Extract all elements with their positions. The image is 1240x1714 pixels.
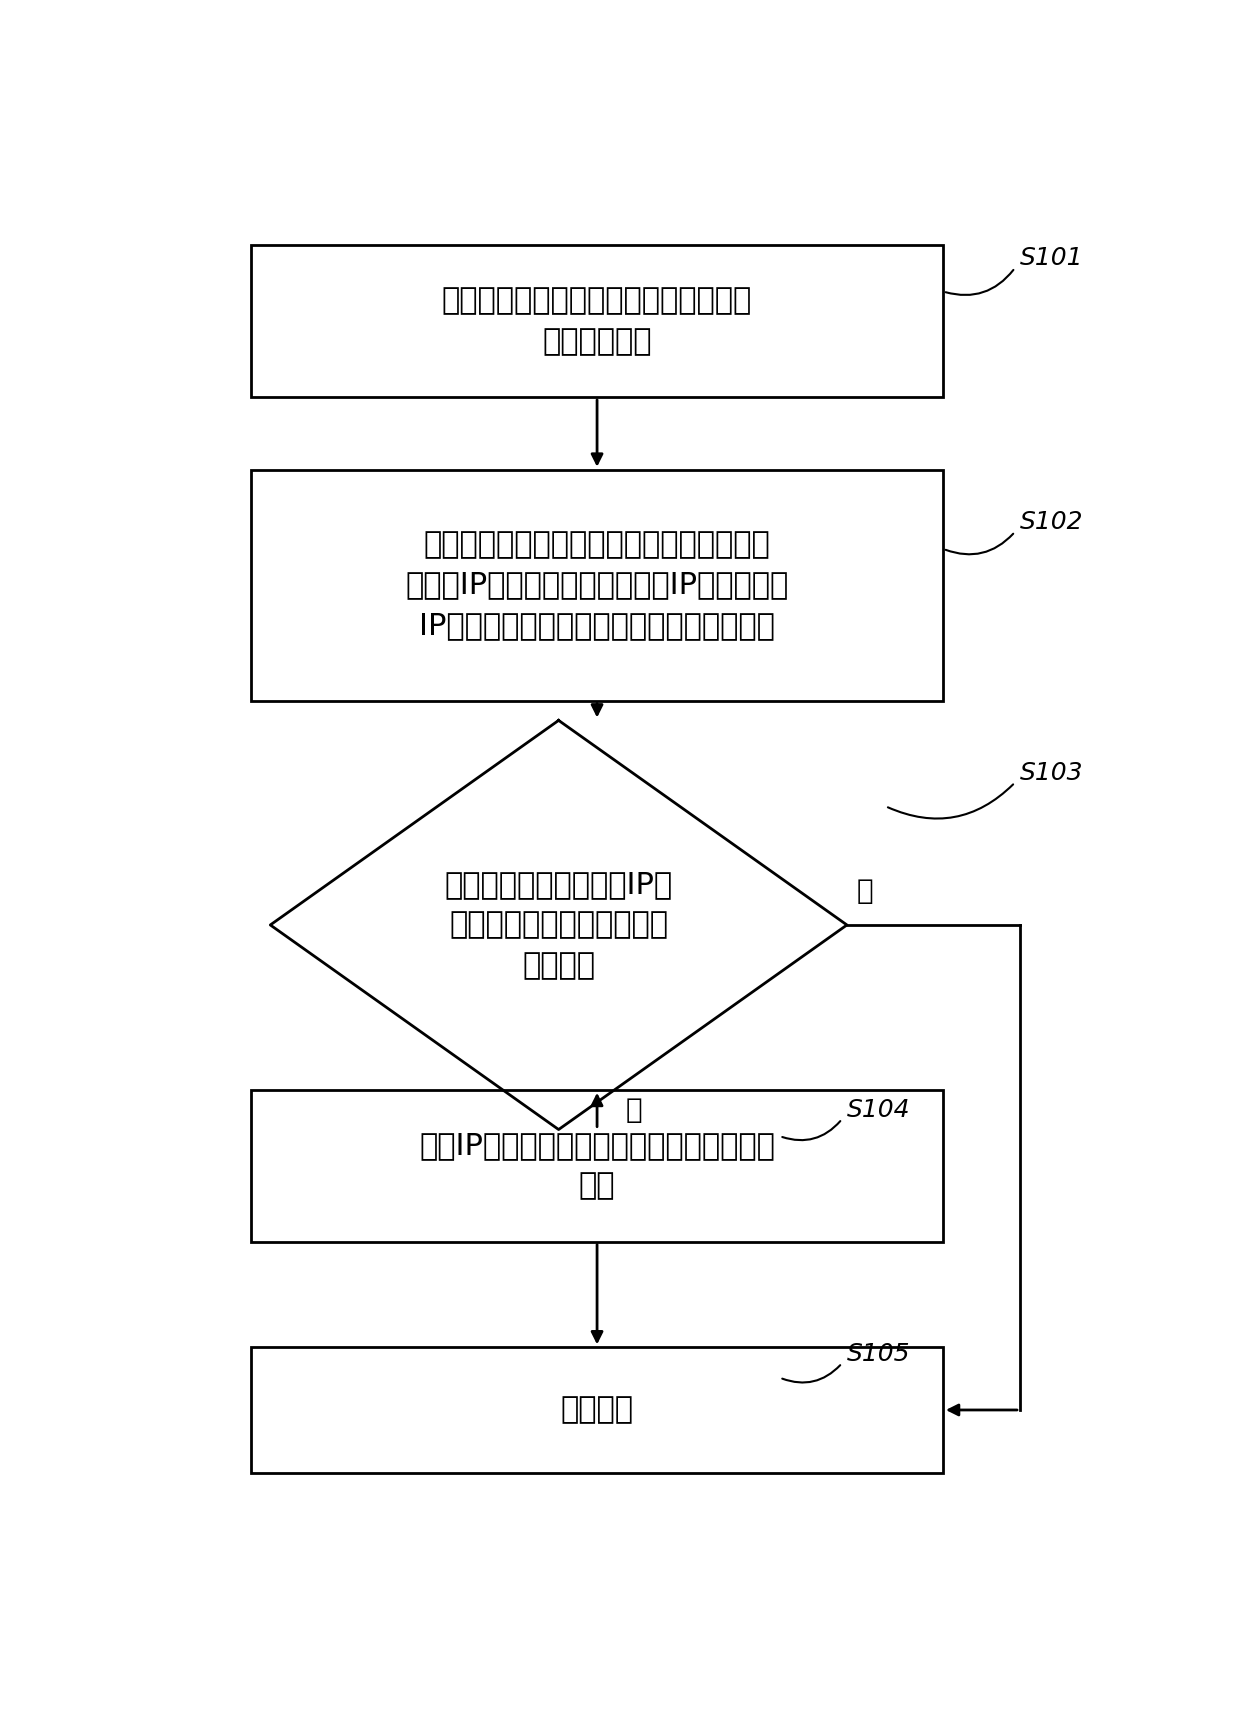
Text: S102: S102 bbox=[1019, 511, 1084, 535]
Text: 获取设定时间内网络中各待检测主机的
邮件流量信息: 获取设定时间内网络中各待检测主机的 邮件流量信息 bbox=[441, 286, 753, 357]
Text: S103: S103 bbox=[1019, 761, 1084, 785]
Text: 依次判断计算出的每个IP地
址的可能性度量值是否大于
第四阈值: 依次判断计算出的每个IP地 址的可能性度量值是否大于 第四阈值 bbox=[445, 871, 672, 980]
Text: 将该IP地址所对应的待检测主机确定为僵尸
主机: 将该IP地址所对应的待检测主机确定为僵尸 主机 bbox=[419, 1131, 775, 1200]
Text: S101: S101 bbox=[1019, 247, 1084, 271]
Text: S104: S104 bbox=[847, 1097, 910, 1121]
Text: 是: 是 bbox=[626, 1095, 642, 1124]
Polygon shape bbox=[270, 720, 847, 1130]
Bar bbox=[250, 1090, 942, 1241]
Text: S105: S105 bbox=[847, 1342, 910, 1366]
Bar bbox=[250, 470, 942, 701]
Text: 结束检测: 结束检测 bbox=[560, 1395, 634, 1424]
Text: 否: 否 bbox=[857, 878, 873, 905]
Bar bbox=[250, 245, 942, 398]
Bar bbox=[250, 1347, 942, 1472]
Text: 根据获取到的邮件流量信息，选择符合预设
条件的IP地址，并计算选择出的IP地址中每个
IP地址所对应的待检测主机的可能性度量值: 根据获取到的邮件流量信息，选择符合预设 条件的IP地址，并计算选择出的IP地址中… bbox=[405, 530, 789, 639]
